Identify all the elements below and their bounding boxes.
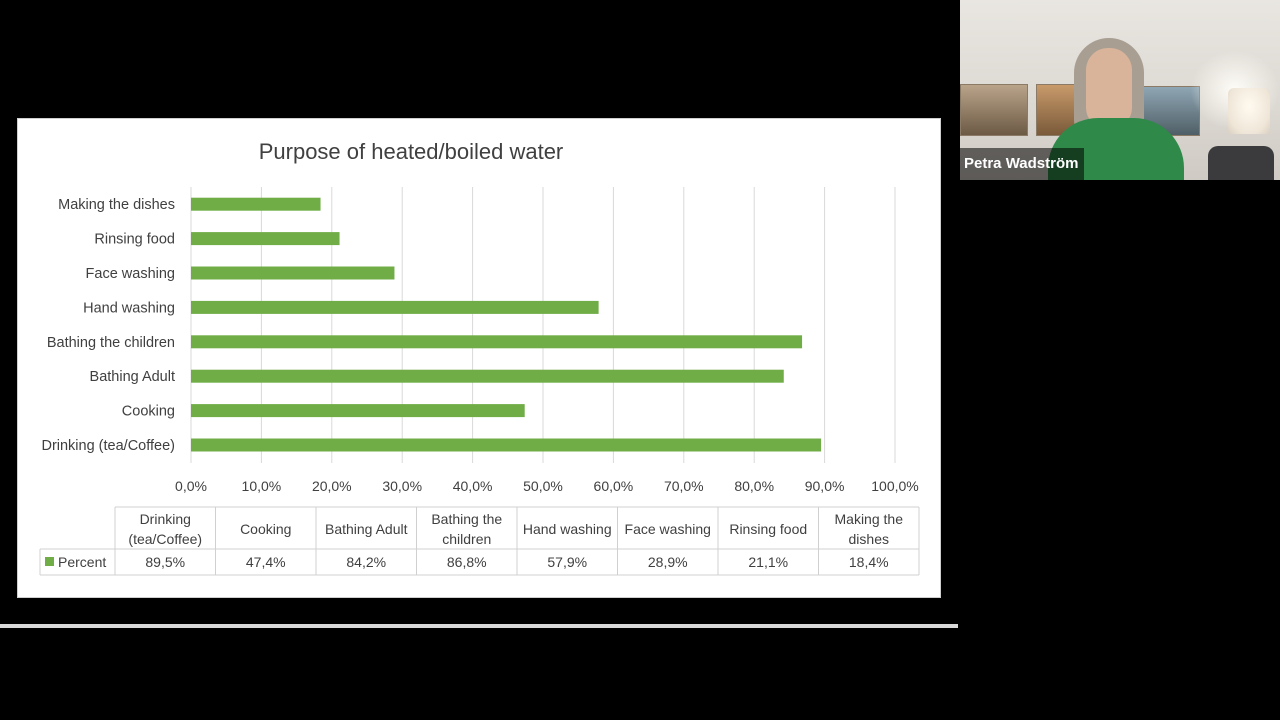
- category-label: Cooking: [122, 404, 175, 420]
- speaker-video-tile[interactable]: Petra Wadström: [960, 0, 1280, 180]
- table-header-cell: Rinsing food: [729, 521, 807, 537]
- bar: [191, 300, 599, 314]
- category-label: Making the dishes: [58, 197, 175, 213]
- category-label: Bathing the children: [47, 335, 175, 351]
- legend-swatch: [45, 557, 54, 566]
- bar: [191, 369, 784, 383]
- bar-chart: Purpose of heated/boiled water 0,0% 10,0% 2…: [39, 139, 920, 576]
- x-tick-label: 90,0%: [805, 478, 845, 494]
- table-value-cell: 21,1%: [748, 554, 788, 570]
- legend-label: Percent: [58, 554, 106, 570]
- speaker-face: [1086, 48, 1132, 128]
- category-label: Drinking (tea/Coffee): [41, 438, 175, 454]
- table-header-cell: Bathing Adult: [325, 521, 408, 537]
- participant-name-tag: Petra Wadström: [960, 148, 1085, 180]
- category-label: Hand washing: [83, 300, 175, 316]
- bar: [191, 197, 321, 211]
- x-tick-label: 40,0%: [453, 478, 493, 494]
- screen-share-border: [0, 624, 958, 628]
- category-label: Bathing Adult: [90, 369, 175, 385]
- x-tick-label: 100,0%: [871, 478, 918, 494]
- category-label: Face washing: [86, 266, 175, 282]
- table-value-cell: 18,4%: [849, 554, 889, 570]
- bar: [191, 232, 340, 246]
- table-value-cell: 86,8%: [447, 554, 487, 570]
- shared-screen: Purpose of heated/boiled water 0,0% 10,0% 2…: [0, 119, 958, 628]
- bar: [191, 266, 395, 280]
- lamp-shade: [1228, 88, 1270, 134]
- presentation-slide: Purpose of heated/boiled water 0,0% 10,0% 2…: [18, 119, 940, 597]
- office-chair: [1208, 146, 1274, 180]
- bar: [191, 438, 822, 452]
- table-header-cell: Face washing: [625, 521, 711, 537]
- table-header-cell: Hand washing: [523, 521, 612, 537]
- table-value-cell: 47,4%: [246, 554, 286, 570]
- table-value-cell: 57,9%: [547, 554, 587, 570]
- x-tick-label: 30,0%: [382, 478, 422, 494]
- x-tick-label: 80,0%: [734, 478, 774, 494]
- x-tick-label: 0,0%: [175, 478, 207, 494]
- x-tick-label: 10,0%: [242, 478, 282, 494]
- category-label: Rinsing food: [94, 232, 175, 248]
- x-tick-label: 70,0%: [664, 478, 704, 494]
- table-header-cell: Drinking (tea/Coffee): [128, 511, 202, 547]
- x-tick-label: 60,0%: [594, 478, 634, 494]
- bar: [191, 335, 803, 349]
- bar: [191, 404, 525, 418]
- table-value-cell: 84,2%: [346, 554, 386, 570]
- chart-title: Purpose of heated/boiled water: [259, 139, 564, 164]
- table-header-cell: Bathing the children: [431, 511, 502, 547]
- x-tick-label: 20,0%: [312, 478, 352, 494]
- table-header-cell: Making the dishes: [835, 511, 904, 547]
- x-tick-label: 50,0%: [523, 478, 563, 494]
- table-value-cell: 28,9%: [648, 554, 688, 570]
- table-header-cell: Cooking: [240, 521, 291, 537]
- table-value-cell: 89,5%: [145, 554, 185, 570]
- wall-photo-1: [960, 84, 1028, 136]
